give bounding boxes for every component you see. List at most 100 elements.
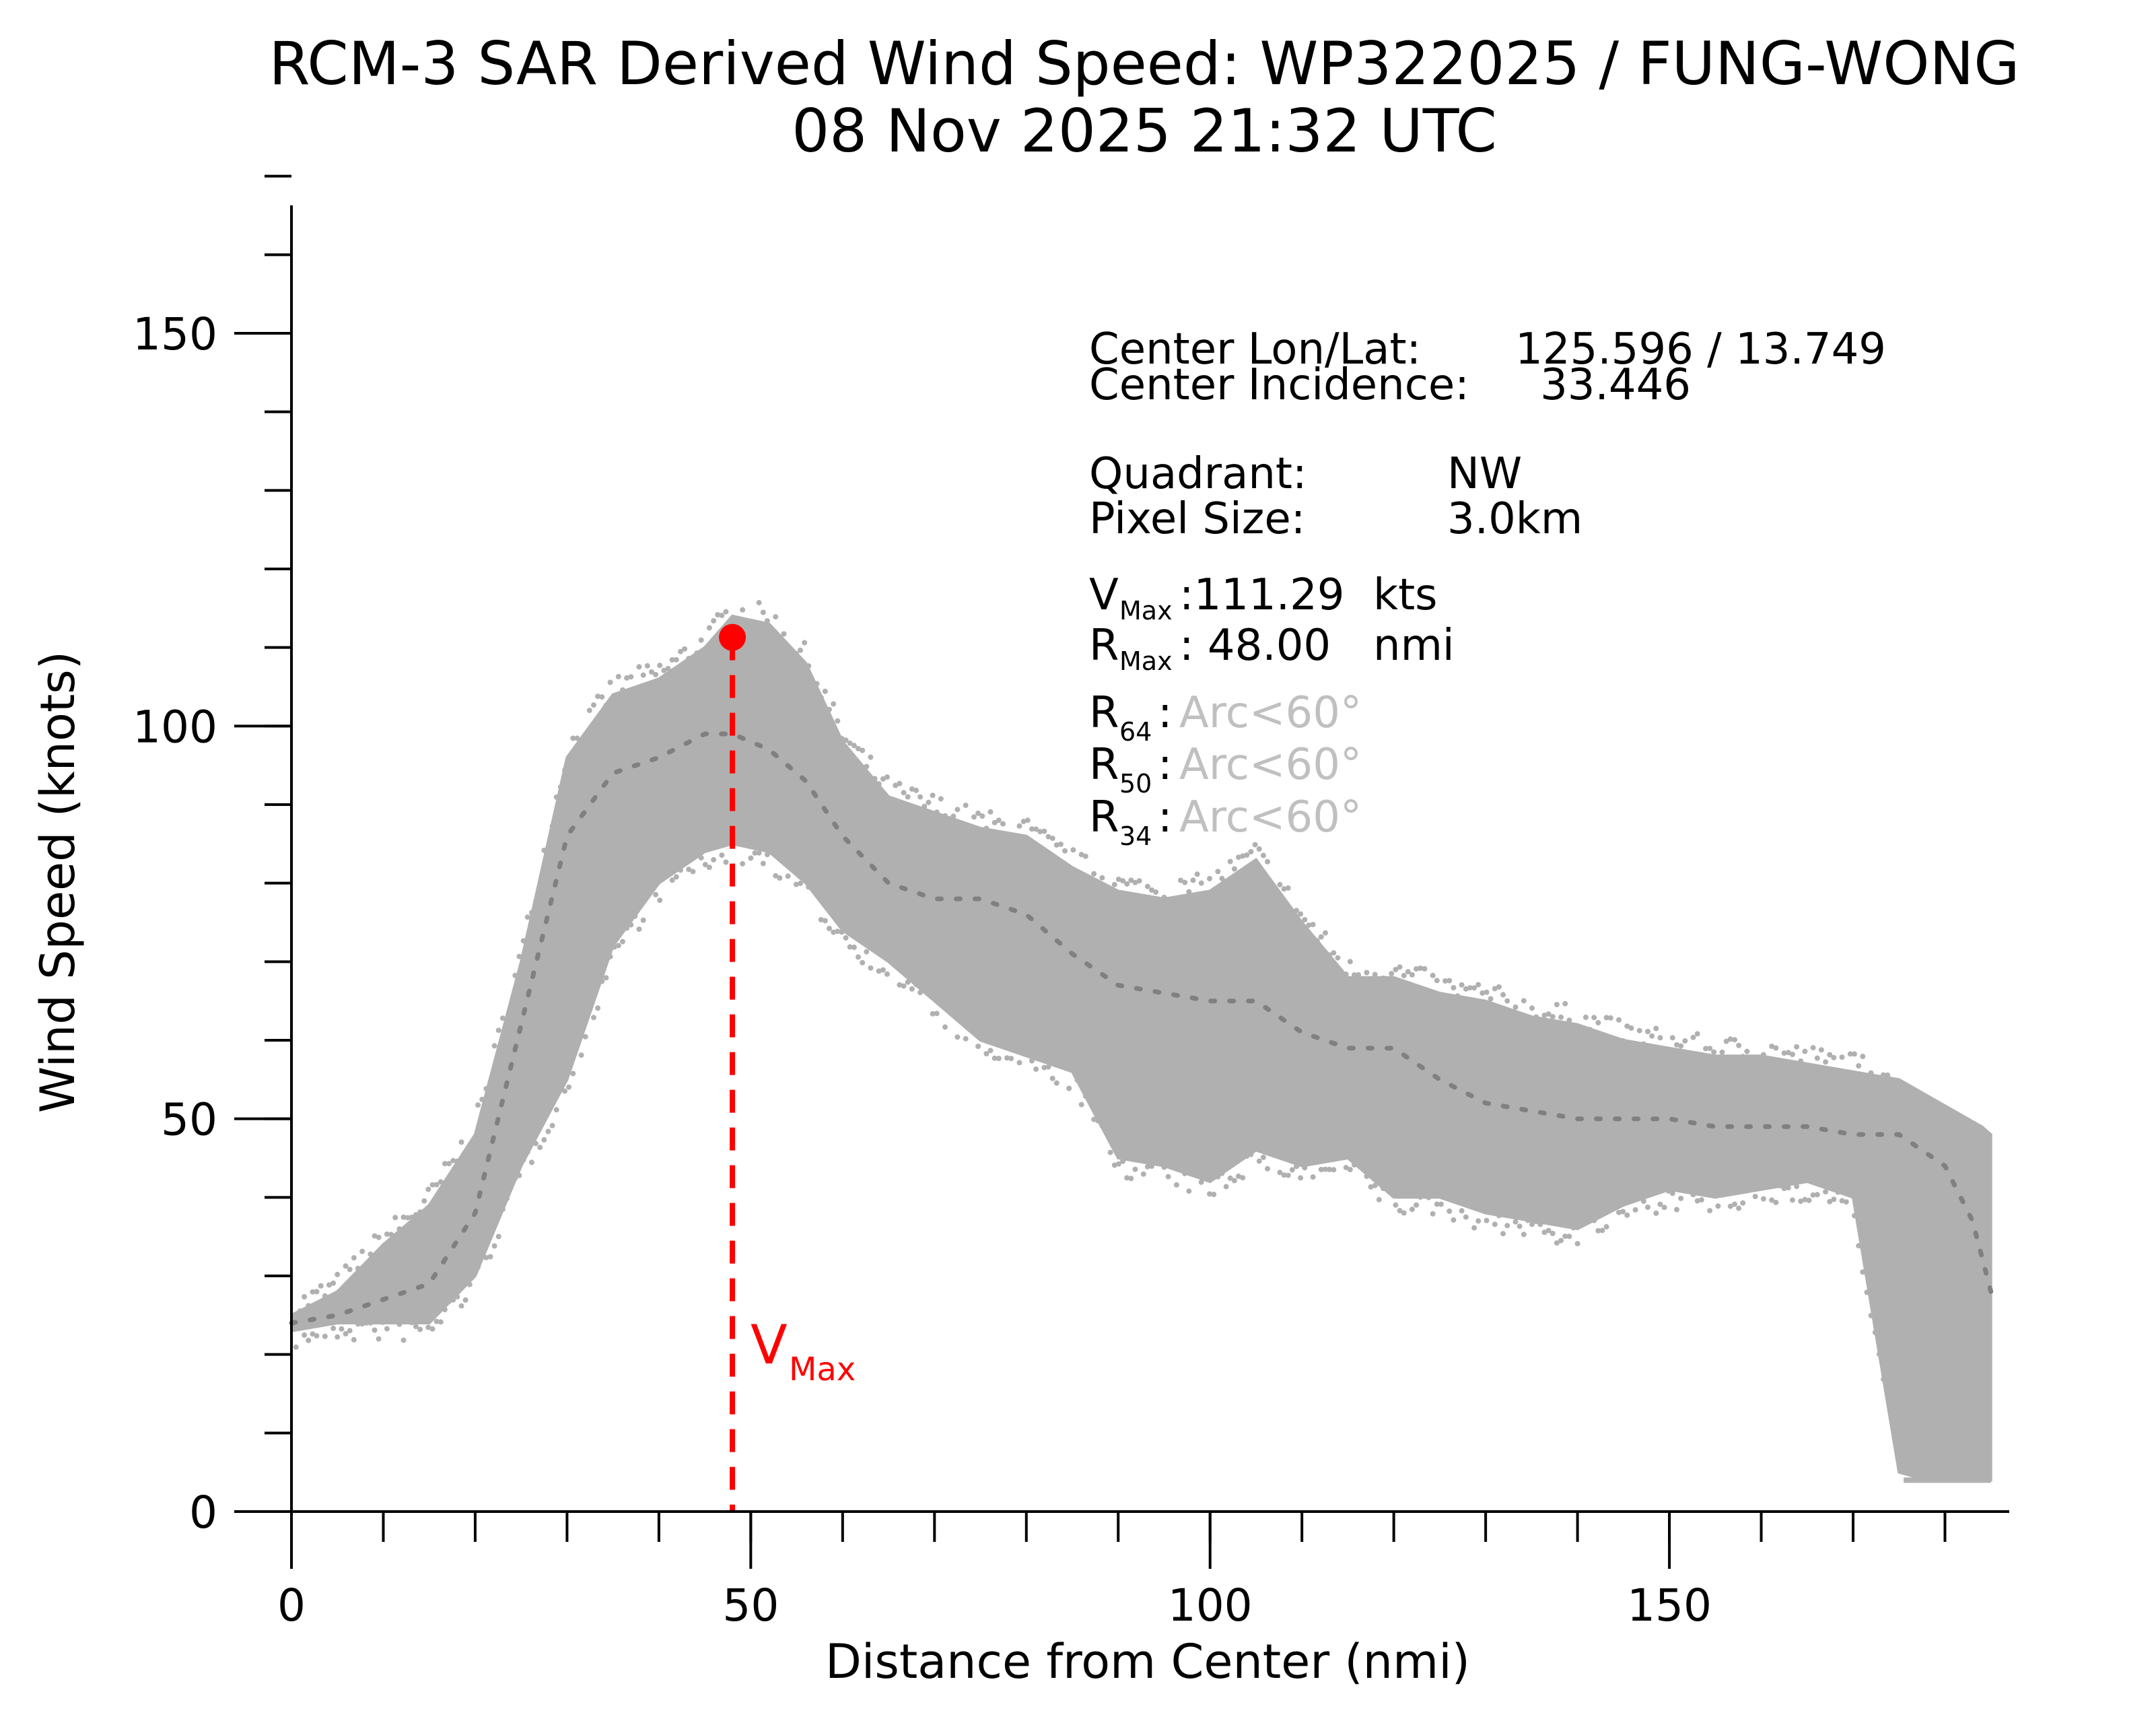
envelope-noise-point [1012,1047,1018,1053]
envelope-noise-point [719,613,725,618]
envelope-noise-point [1190,877,1196,883]
envelope-noise-point [1306,922,1312,928]
envelope-noise-point [401,1214,407,1220]
envelope-noise-point [1215,869,1221,875]
trailing-streak-point [1951,1246,1957,1252]
envelope-noise-point [1698,1055,1704,1061]
trailing-streak-point [1900,1227,1905,1232]
envelope-noise-point [1595,1019,1601,1025]
envelope-noise-point [1694,1198,1700,1204]
envelope-noise-point [1864,1289,1870,1295]
rmax-subscript: Max [1119,646,1173,676]
envelope-noise-point [1372,972,1378,978]
envelope-noise-point [1802,1196,1808,1203]
envelope-noise-point [475,1102,481,1108]
envelope-noise-point [537,883,543,889]
envelope-noise-point [1463,1214,1469,1220]
trailing-streak-point [1957,1289,1963,1295]
envelope-noise-point [1414,966,1420,972]
trailing-streak-point [1954,1314,1960,1320]
trailing-streak-point [1983,1333,1989,1339]
envelope-noise-point [1525,1217,1531,1223]
trailing-streak-point [1976,1285,1982,1291]
envelope-noise-point [711,856,717,862]
envelope-noise-point [1066,1085,1072,1091]
envelope-noise-point [1504,998,1510,1004]
envelope-noise-point [417,1209,423,1215]
envelope-noise-point [524,1149,530,1155]
envelope-noise-point [1318,934,1324,940]
envelope-noise-point [595,694,601,700]
envelope-noise-point [942,1024,948,1030]
envelope-noise-point [1475,982,1482,988]
envelope-noise-point [835,928,841,935]
envelope-noise-point [586,1004,592,1010]
envelope-noise-point [1723,1038,1729,1044]
envelope-noise-point [1719,1188,1725,1194]
envelope-noise-point [599,978,605,984]
envelope-noise-point [1418,1194,1424,1200]
envelope-noise-point [1806,1063,1812,1069]
envelope-noise-point [653,671,659,677]
envelope-noise-point [839,929,845,935]
envelope-noise-point [1574,1029,1580,1035]
envelope-noise-point [582,1034,588,1040]
envelope-noise-point [1611,1038,1618,1044]
envelope-noise-point [541,1137,547,1143]
envelope-noise-point [1777,1060,1783,1065]
envelope-noise-point [1198,880,1204,886]
envelope-noise-point [1517,1017,1523,1023]
envelope-noise-point [868,754,874,760]
envelope-noise-point [1814,1192,1820,1198]
envelope-noise-point [624,925,630,931]
envelope-noise-point [1265,1165,1270,1172]
envelope-noise-point [1149,1163,1154,1170]
envelope-noise-point [1864,1078,1870,1084]
envelope-noise-point [971,814,977,820]
envelope-noise-point [1012,832,1018,838]
envelope-noise-point [694,852,700,858]
envelope-noise-point [1583,1219,1589,1225]
envelope-noise-point [1381,975,1386,981]
envelope-noise-point [917,794,924,800]
envelope-noise-point [1578,1222,1585,1228]
envelope-noise-point [1331,1167,1337,1173]
envelope-noise-point [471,1269,477,1274]
x-axis-label: Distance from Center (nmi) [825,1634,1470,1689]
envelope-noise-point [715,838,721,844]
envelope-noise-point [566,759,572,765]
envelope-noise-point [843,737,849,743]
envelope-noise-point [1798,1198,1804,1205]
envelope-noise-point [1057,841,1064,847]
envelope-noise-point [1624,1212,1630,1218]
envelope-noise-point [967,1023,973,1029]
envelope-noise-point [818,694,824,700]
envelope-noise-point [806,663,812,669]
envelope-noise-point [454,1294,460,1299]
envelope-noise-point [1029,826,1035,832]
envelope-noise-point [392,1314,398,1319]
envelope-noise-point [1876,1351,1882,1357]
envelope-noise-point [905,794,911,800]
trailing-streak-point [1970,1302,1976,1308]
envelope-noise-point [640,917,646,923]
envelope-noise-point [483,1086,489,1091]
envelope-noise-point [425,1186,431,1192]
mean-profile-line [289,731,1994,1326]
envelope-noise-point [1732,1037,1737,1043]
envelope-noise-point [417,1326,423,1332]
envelope-noise-point [620,939,625,945]
envelope-noise-point [322,1333,328,1339]
envelope-noise-point [355,1321,361,1327]
envelope-noise-point [1202,1174,1208,1180]
y-tick-label: 100 [133,701,217,753]
envelope-noise-point [802,640,808,646]
envelope-noise-point [339,1289,345,1295]
envelope-noise-point [1082,853,1088,859]
envelope-noise-point [1500,1231,1506,1237]
envelope-noise-point [1611,1200,1618,1205]
envelope-noise-point [1727,1203,1733,1209]
envelope-noise-point [1000,821,1006,827]
envelope-noise-point [442,1161,448,1167]
envelope-noise-point [678,867,683,873]
